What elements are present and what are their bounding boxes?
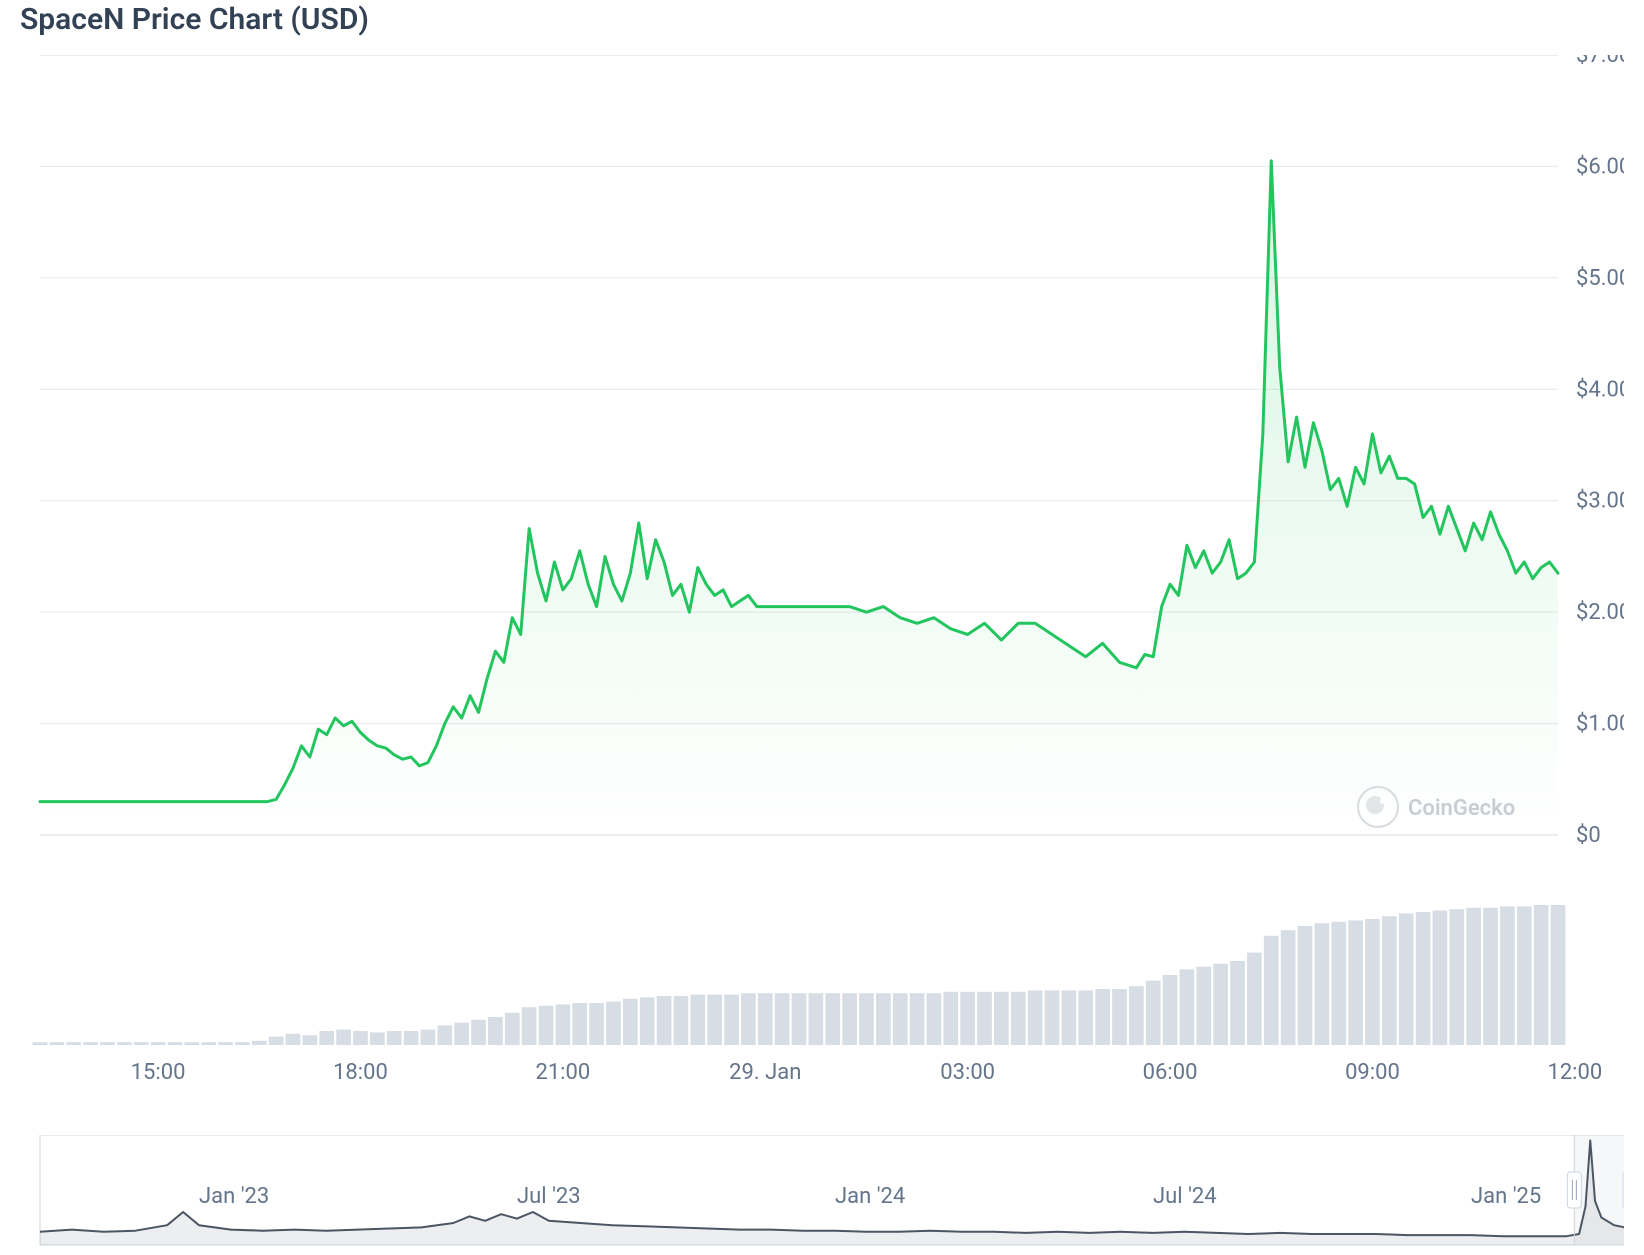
svg-text:Jan '25: Jan '25 [1471, 1184, 1541, 1209]
svg-text:15:00: 15:00 [131, 1060, 186, 1085]
svg-text:$5.00: $5.00 [1576, 266, 1624, 291]
svg-text:Jan '24: Jan '24 [835, 1184, 905, 1209]
svg-text:09:00: 09:00 [1345, 1060, 1400, 1085]
svg-text:$3.00: $3.00 [1576, 489, 1624, 514]
svg-text:$1.00: $1.00 [1576, 712, 1624, 737]
svg-text:$4.00: $4.00 [1576, 377, 1624, 402]
svg-text:Jul '24: Jul '24 [1153, 1184, 1217, 1209]
svg-text:$6.00: $6.00 [1576, 154, 1624, 179]
svg-text:06:00: 06:00 [1143, 1060, 1198, 1085]
svg-text:$7.00: $7.00 [1576, 55, 1624, 68]
svg-text:18:00: 18:00 [333, 1060, 388, 1085]
svg-text:Jul '23: Jul '23 [517, 1184, 581, 1209]
navigator-chart[interactable]: Jan '23 Jul '23 Jan '24 Jul '24 Jan '25 [20, 1135, 1624, 1255]
svg-text:Jan '23: Jan '23 [199, 1184, 269, 1209]
svg-text:21:00: 21:00 [535, 1060, 590, 1085]
svg-text:$2.00: $2.00 [1576, 600, 1624, 625]
svg-text:29. Jan: 29. Jan [729, 1060, 801, 1085]
volume-chart[interactable]: 15:00 18:00 21:00 29. Jan 03:00 06:00 09:00 12:… [20, 905, 1624, 1135]
price-chart[interactable]: $0 $1.00 $2.00 $3.00 $4.00 $5.00 $6.00 $7.00 Coi… [20, 55, 1624, 905]
navigator-handle[interactable] [1567, 1172, 1581, 1208]
chart-title: SpaceN Price Chart (USD) [20, 0, 1624, 55]
navigator-handle[interactable] [1623, 1172, 1624, 1208]
svg-text:12:00: 12:00 [1547, 1060, 1602, 1085]
svg-text:$0: $0 [1576, 823, 1601, 848]
svg-text:03:00: 03:00 [940, 1060, 995, 1085]
svg-text:CoinGecko: CoinGecko [1408, 796, 1515, 821]
